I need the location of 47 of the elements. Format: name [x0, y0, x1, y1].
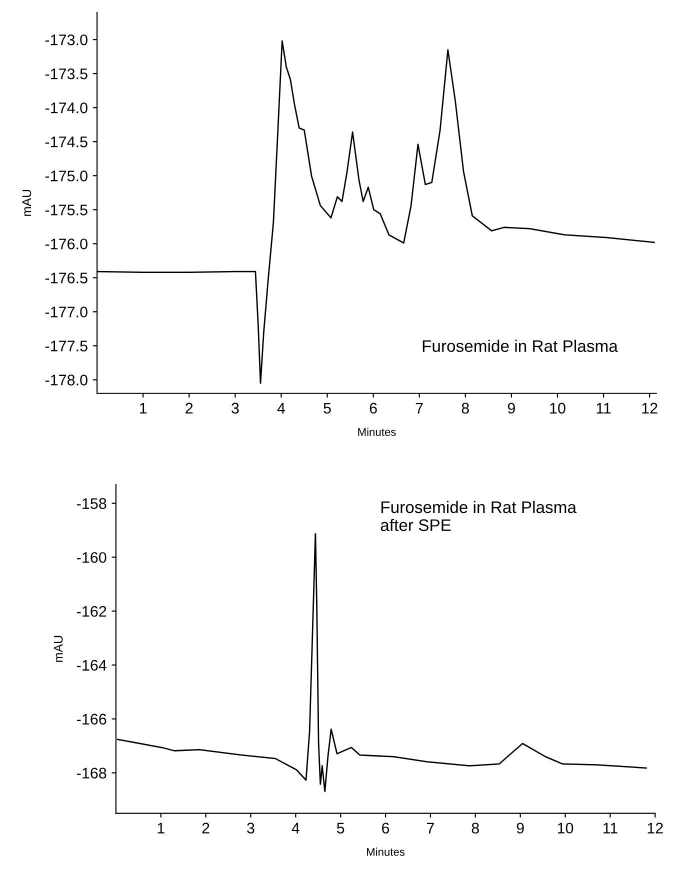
- x-tick-label: 12: [642, 402, 658, 414]
- y-tick-label: -166: [77, 714, 106, 725]
- x-tick-label: 7: [426, 822, 434, 834]
- y-axis-title: mAU: [54, 636, 63, 662]
- y-tick-label: -175.0: [45, 170, 88, 182]
- y-tick-label: -174.0: [45, 102, 88, 114]
- x-tick-label: 2: [202, 822, 210, 834]
- x-tick-label: 3: [232, 402, 239, 414]
- y-axis-title: mAU: [22, 190, 32, 216]
- x-tick-label: 8: [472, 822, 479, 834]
- x-tick-label: 6: [370, 402, 377, 414]
- y-tick-label: -164: [77, 660, 106, 671]
- y-tick-label: -178.0: [45, 374, 88, 386]
- x-tick-label: 4: [292, 822, 300, 834]
- x-tick-label: 2: [186, 402, 193, 414]
- x-tick-label: 9: [508, 402, 515, 414]
- x-tick-label: 11: [603, 822, 618, 834]
- x-tick-label: 12: [648, 822, 663, 834]
- y-tick-label: -173.5: [45, 68, 88, 80]
- x-tick-label: 1: [140, 402, 147, 414]
- annotation: Furosemide in Rat Plasma after SPE: [380, 500, 577, 532]
- x-tick-label: 7: [416, 402, 423, 414]
- x-tick-label: 5: [324, 402, 331, 414]
- x-tick-label: 8: [462, 402, 469, 414]
- x-tick-label: 9: [516, 822, 524, 834]
- x-tick-label: 10: [550, 402, 566, 414]
- x-tick-label: 6: [382, 822, 390, 834]
- y-tick-label: -173.0: [45, 34, 88, 46]
- x-axis-title: Minutes: [366, 848, 405, 856]
- x-tick-label: 3: [247, 822, 254, 834]
- x-tick-label: 5: [336, 822, 344, 834]
- x-tick-label: 10: [558, 822, 574, 834]
- y-tick-label: -177.5: [45, 340, 88, 352]
- annotation: Furosemide in Rat Plasma: [422, 340, 618, 352]
- x-tick-label: 11: [596, 402, 611, 414]
- y-tick-label: -176.0: [45, 238, 88, 250]
- y-tick-label: -168: [77, 768, 106, 779]
- y-tick-label: -162: [77, 606, 106, 617]
- y-tick-label: -177.0: [45, 306, 88, 318]
- x-tick-label: 4: [277, 402, 286, 414]
- x-axis-title: Minutes: [358, 428, 396, 436]
- y-tick-label: -174.5: [45, 136, 88, 148]
- x-tick-label: 1: [158, 822, 164, 834]
- y-tick-label: -176.5: [45, 272, 88, 284]
- y-tick-label: -175.5: [45, 204, 88, 216]
- y-tick-label: -160: [77, 552, 106, 563]
- y-tick-label: -158: [77, 498, 106, 509]
